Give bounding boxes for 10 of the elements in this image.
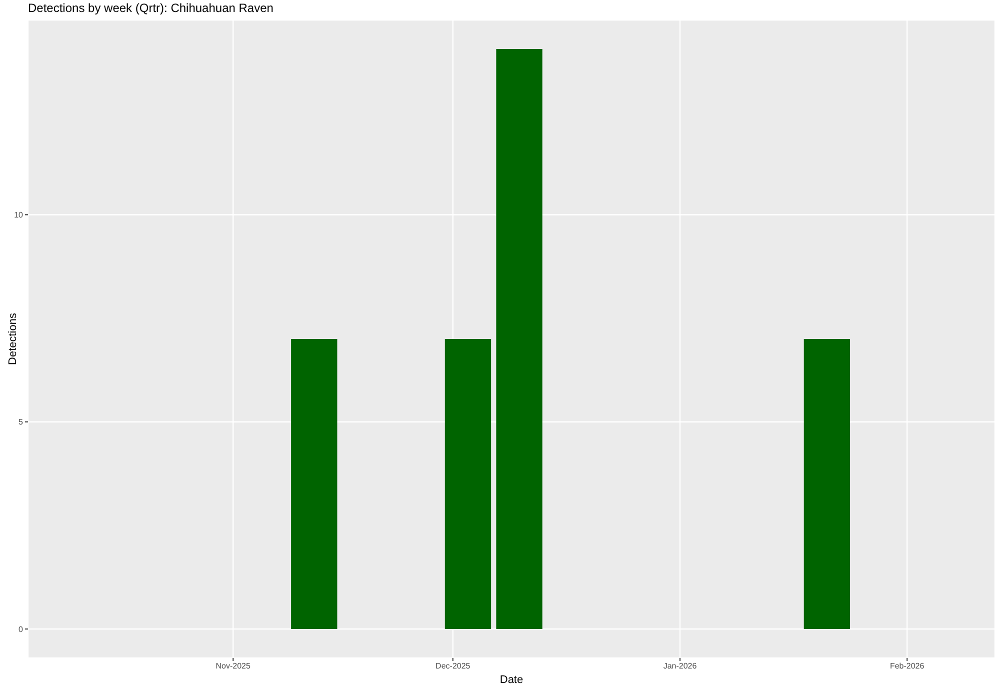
chart-title: Detections by week (Qrtr): Chihuahuan Raven	[28, 1, 274, 15]
y-axis-title: Detections	[6, 312, 19, 365]
y-tick-label: 10	[14, 210, 24, 220]
x-tick-label: Nov-2025	[216, 662, 252, 671]
x-axis-title: Date	[500, 674, 524, 685]
x-tick-label: Jan-2026	[663, 662, 698, 671]
y-tick-label: 5	[18, 418, 24, 427]
x-tick-label: Dec-2025	[436, 662, 471, 671]
x-tick-label: Feb-2026	[890, 662, 925, 671]
y-tick-label: 0	[18, 624, 24, 634]
